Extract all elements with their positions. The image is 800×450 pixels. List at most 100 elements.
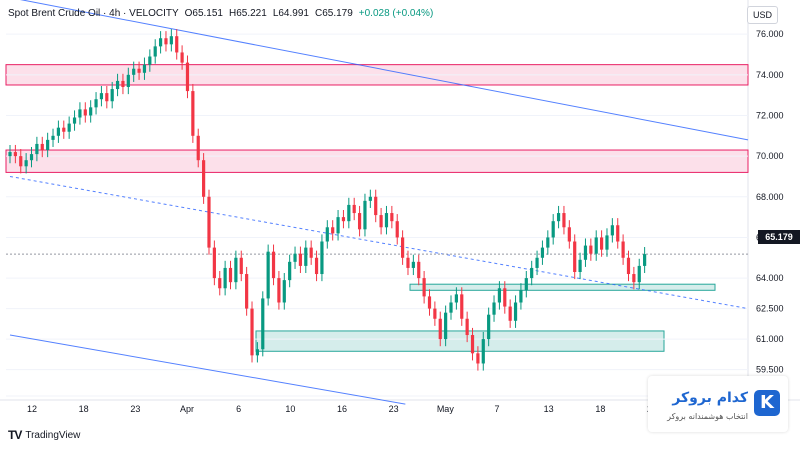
candle-body [626, 257, 631, 275]
x-tick-label: Apr [180, 404, 194, 414]
candle-body [110, 89, 114, 102]
candle-body [78, 109, 82, 118]
broker-logo-icon: K [754, 390, 780, 416]
candle-body [616, 225, 620, 242]
tradingview-logo-icon: TV [8, 428, 22, 442]
candle-body [29, 154, 34, 161]
x-tick-label: 18 [79, 404, 89, 414]
candle-body [325, 227, 329, 242]
candle-body [530, 267, 534, 279]
candle-body [390, 213, 394, 222]
candle-body [406, 257, 410, 268]
candle-body [35, 143, 39, 155]
candle-body [191, 91, 195, 136]
candle-body [589, 245, 593, 254]
support-zone [255, 330, 665, 352]
candle-body [546, 237, 550, 248]
candle-body [298, 253, 303, 266]
x-tick-label: May [437, 404, 455, 414]
candle-body [427, 296, 432, 309]
candle-body [578, 259, 582, 272]
candle-body [513, 302, 518, 321]
open-value: O65.151 [184, 8, 223, 19]
symbol-title[interactable]: Spot Brent Crude Oil · 4h · VELOCITY [8, 8, 179, 19]
candle-body [314, 257, 319, 275]
candle-body [89, 107, 93, 116]
support-zone [409, 283, 716, 291]
y-tick-label: 61.000 [756, 334, 784, 344]
candle-body [153, 46, 157, 57]
y-tick-label: 76.000 [756, 29, 784, 39]
candle-body [94, 99, 98, 108]
candle-body [331, 227, 335, 234]
candle-body [304, 247, 308, 266]
candle-body [519, 290, 523, 303]
y-tick-label: 72.000 [756, 110, 784, 120]
candle-body [465, 318, 469, 336]
candle-body [261, 298, 265, 350]
candle-body [395, 221, 399, 238]
candle-body [266, 251, 270, 299]
candle-body [379, 215, 383, 228]
close-value: C65.179 [314, 8, 353, 19]
candle-body [196, 135, 200, 161]
candle-body [583, 245, 588, 260]
candle-body [411, 261, 415, 268]
candle-body [449, 302, 453, 313]
candle-body [352, 204, 356, 214]
candle-body [271, 251, 276, 279]
x-tick-label: 10 [285, 404, 295, 414]
candle-body [142, 64, 147, 73]
candle-body [8, 152, 12, 157]
candle-body [417, 261, 421, 279]
tradingview-footer[interactable]: TV TradingView [8, 428, 80, 442]
candle-body [239, 257, 243, 275]
y-tick-label: 70.000 [756, 151, 784, 161]
candle-body [175, 36, 179, 53]
candle-body [309, 247, 313, 258]
candle-body [115, 80, 120, 90]
currency-button[interactable]: USD [746, 6, 778, 24]
candle-body [212, 247, 216, 279]
candle-body [105, 93, 109, 102]
candle-body [481, 339, 485, 364]
candle-body [223, 267, 227, 289]
candle-body [62, 127, 66, 132]
candle-body [632, 274, 636, 283]
candle-body [610, 225, 614, 236]
candle-body [158, 38, 163, 47]
candle-body [438, 318, 442, 340]
candle-body [137, 68, 141, 73]
candle-body [126, 74, 130, 88]
candle-body [594, 237, 598, 254]
candle-body [368, 196, 372, 201]
candle-body [460, 294, 464, 319]
y-tick-label: 68.000 [756, 192, 784, 202]
candle-body [401, 237, 405, 258]
candle-body [228, 267, 233, 283]
candle-body [288, 261, 292, 281]
candle-body [282, 280, 286, 303]
candle-body [51, 135, 55, 140]
y-tick-label: 62.500 [756, 304, 784, 314]
candle-body [535, 257, 539, 268]
candle-body [470, 335, 475, 354]
candle-body [121, 80, 125, 88]
channel-line [9, 334, 406, 405]
candle-body [476, 353, 480, 364]
candle-body [384, 213, 389, 228]
candle-body [551, 221, 555, 238]
candle-body [556, 213, 561, 222]
candle-body [67, 123, 71, 132]
channel-line [19, 0, 749, 141]
candle-body [487, 314, 491, 340]
candle-body [492, 302, 496, 315]
candle-body [72, 117, 77, 124]
candle-body [524, 278, 528, 291]
candle-body [621, 241, 625, 258]
candle-body [277, 278, 281, 303]
chart-header: Spot Brent Crude Oil · 4h · VELOCITY O65… [8, 8, 433, 19]
x-tick-label: 7 [494, 404, 499, 414]
candle-body [540, 247, 545, 258]
